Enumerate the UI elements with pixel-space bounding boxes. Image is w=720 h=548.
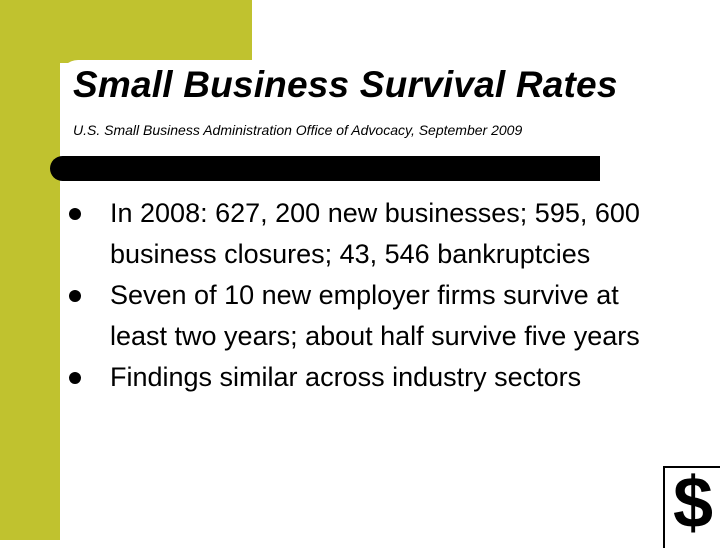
bullet-text: In 2008: 627, 200 new businesses; 595, 6… [110, 198, 640, 269]
accent-band-top [0, 0, 252, 63]
dollar-frame [663, 466, 720, 548]
bullet-dot-icon [69, 208, 81, 220]
title-divider-bar [50, 156, 600, 181]
slide-title: Small Business Survival Rates [73, 64, 618, 105]
bullet-item: Findings similar across industry sectors [0, 357, 680, 398]
bullet-item: In 2008: 627, 200 new businesses; 595, 6… [0, 193, 680, 275]
bullet-list: In 2008: 627, 200 new businesses; 595, 6… [0, 193, 680, 398]
bullet-dot-icon [69, 372, 81, 384]
slide-subtitle: U.S. Small Business Administration Offic… [73, 122, 523, 138]
bullet-text: Findings similar across industry sectors [110, 362, 582, 392]
accent-band-left [0, 0, 60, 540]
title-panel [60, 60, 680, 170]
bullet-item: Seven of 10 new employer firms survive a… [0, 275, 680, 357]
bullet-text: Seven of 10 new employer firms survive a… [110, 280, 640, 351]
dollar-sign-icon: $ [672, 463, 714, 543]
bullet-dot-icon [69, 290, 81, 302]
